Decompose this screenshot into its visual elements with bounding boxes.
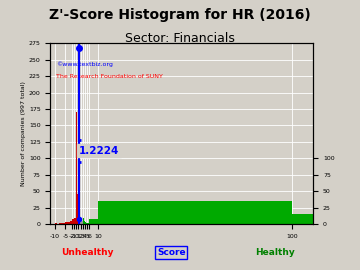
Bar bbox=[83, 218, 84, 224]
Text: Score: Score bbox=[157, 248, 186, 257]
Bar bbox=[85, 222, 86, 224]
Text: ©www.textbiz.org: ©www.textbiz.org bbox=[56, 61, 113, 67]
Bar bbox=[63, 223, 66, 224]
Text: Sector: Financials: Sector: Financials bbox=[125, 32, 235, 45]
Bar bbox=[74, 218, 76, 224]
Bar bbox=[84, 221, 85, 224]
Y-axis label: Number of companies (997 total): Number of companies (997 total) bbox=[21, 81, 26, 186]
Bar bbox=[292, 214, 313, 224]
Bar bbox=[66, 222, 68, 224]
Bar bbox=[89, 219, 98, 224]
Text: 1.2224: 1.2224 bbox=[79, 146, 120, 156]
Bar bbox=[72, 219, 74, 224]
Bar bbox=[80, 219, 81, 224]
Text: Unhealthy: Unhealthy bbox=[61, 248, 113, 257]
Bar bbox=[81, 219, 82, 224]
Text: Z'-Score Histogram for HR (2016): Z'-Score Histogram for HR (2016) bbox=[49, 8, 311, 22]
Bar bbox=[98, 201, 292, 224]
Text: The Research Foundation of SUNY: The Research Foundation of SUNY bbox=[56, 74, 162, 79]
Bar bbox=[87, 223, 89, 224]
Bar bbox=[70, 221, 72, 224]
Text: Healthy: Healthy bbox=[255, 248, 295, 257]
Bar bbox=[86, 223, 87, 224]
Bar bbox=[82, 221, 83, 224]
Bar bbox=[68, 222, 70, 224]
